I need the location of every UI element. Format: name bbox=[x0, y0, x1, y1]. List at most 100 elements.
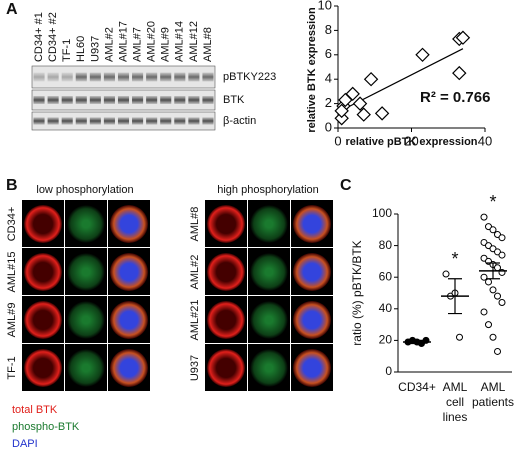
lane-label: TF-1 bbox=[61, 39, 73, 62]
blot-band bbox=[174, 72, 186, 82]
blot-band bbox=[75, 117, 87, 125]
cell bbox=[110, 349, 148, 387]
point bbox=[480, 213, 488, 221]
cell bbox=[24, 301, 62, 339]
blot-band bbox=[61, 96, 73, 104]
blot-band bbox=[47, 96, 59, 104]
y-tick-label: 6 bbox=[325, 46, 332, 61]
cell bbox=[24, 253, 62, 291]
cell bbox=[207, 349, 245, 387]
y-axis-label: relative BTK expression bbox=[306, 7, 318, 133]
legend-entry: DAPI bbox=[12, 438, 38, 450]
cell bbox=[250, 205, 288, 243]
y-tick-label: 80 bbox=[379, 238, 393, 252]
point bbox=[345, 86, 360, 102]
y-tick-label: 4 bbox=[325, 71, 332, 86]
y-tick-label: 60 bbox=[379, 269, 393, 283]
cell bbox=[293, 205, 331, 243]
x-axis-label: relative pBTK expression bbox=[345, 136, 477, 148]
lane-label: CD34+ #2 bbox=[47, 12, 59, 62]
blot-band bbox=[103, 96, 115, 104]
y-axis-label: ratio (%) pBTK/BTK bbox=[350, 240, 364, 345]
panel-letter: A bbox=[6, 1, 18, 18]
blot-band bbox=[202, 96, 214, 104]
x-tick-label: AML cell lines bbox=[443, 380, 468, 424]
blot-band bbox=[188, 117, 200, 125]
blot-band bbox=[174, 96, 186, 104]
point bbox=[480, 273, 488, 281]
lane-label: AML#9 bbox=[160, 27, 172, 62]
blot-band bbox=[33, 72, 45, 82]
blot-band bbox=[132, 72, 144, 82]
y-tick-label: 40 bbox=[379, 301, 393, 315]
cell bbox=[207, 301, 245, 339]
point bbox=[494, 292, 501, 300]
blot-band bbox=[89, 72, 101, 82]
blot-band bbox=[132, 96, 144, 104]
cell bbox=[67, 253, 105, 291]
y-tick-label: 8 bbox=[325, 22, 332, 37]
point bbox=[480, 308, 488, 316]
error-bar bbox=[448, 278, 462, 315]
lane-label: AML#8 bbox=[202, 27, 214, 62]
blot-band bbox=[47, 117, 59, 125]
point bbox=[352, 96, 368, 111]
row-label: AML#21 bbox=[189, 300, 201, 341]
cell bbox=[293, 253, 331, 291]
blot-band bbox=[89, 117, 101, 125]
point bbox=[498, 234, 506, 242]
blot-row-label: pBTKY223 bbox=[223, 71, 276, 83]
point bbox=[374, 106, 390, 121]
blot-band bbox=[188, 96, 200, 104]
x-tick-label: CD34+ bbox=[398, 380, 436, 394]
row-label: AML#15 bbox=[6, 252, 18, 293]
annotation: R² = 0.766 bbox=[420, 89, 490, 106]
x-tick-label: 20 bbox=[404, 133, 418, 148]
point bbox=[442, 270, 450, 278]
significance: * bbox=[451, 249, 458, 269]
y-tick-label: 20 bbox=[379, 333, 393, 347]
point bbox=[489, 333, 497, 341]
blot-band bbox=[132, 117, 144, 125]
x-tick-label: AML patients bbox=[472, 380, 514, 409]
blot-band bbox=[146, 72, 158, 82]
x-tick-label: 0 bbox=[334, 133, 341, 148]
x-tick-label: 40 bbox=[478, 133, 492, 148]
blot-band bbox=[202, 72, 214, 82]
panel-letter: C bbox=[340, 177, 352, 194]
cell bbox=[207, 253, 245, 291]
cell bbox=[250, 349, 288, 387]
blot-band bbox=[202, 117, 214, 125]
error-bar bbox=[486, 262, 500, 280]
row-label: AML#9 bbox=[6, 303, 18, 338]
significance: * bbox=[489, 192, 496, 212]
point bbox=[485, 278, 492, 286]
point bbox=[494, 264, 501, 272]
lane-label: AML#12 bbox=[188, 21, 200, 62]
cell bbox=[110, 301, 148, 339]
lane-label: AML#7 bbox=[131, 27, 143, 62]
y-tick-label: 0 bbox=[385, 364, 392, 378]
blot-band bbox=[117, 96, 130, 104]
row-label: AML#8 bbox=[189, 207, 201, 242]
cell bbox=[24, 349, 62, 387]
lane-label: U937 bbox=[89, 36, 101, 62]
blot-band bbox=[160, 96, 172, 104]
row-label: CD34+ bbox=[6, 207, 18, 242]
error-bar bbox=[410, 339, 424, 345]
point bbox=[489, 226, 497, 234]
point bbox=[489, 286, 497, 294]
y-tick-label: 10 bbox=[318, 0, 332, 12]
cell bbox=[250, 253, 288, 291]
y-tick-label: 100 bbox=[372, 206, 392, 220]
y-tick-label: 2 bbox=[325, 95, 332, 110]
point bbox=[498, 251, 506, 259]
row-label: TF-1 bbox=[6, 356, 18, 379]
lane-label: CD34+ #1 bbox=[33, 12, 45, 62]
blot-band bbox=[188, 72, 200, 82]
blot-band bbox=[146, 96, 158, 104]
lane-label: AML#14 bbox=[174, 21, 186, 62]
group-title: low phosphorylation bbox=[36, 184, 133, 196]
blot-band bbox=[117, 117, 130, 125]
